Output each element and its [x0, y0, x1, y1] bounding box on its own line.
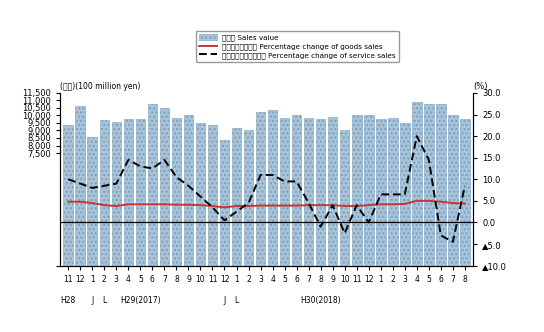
Bar	[147, 104, 157, 266]
Text: H30(2018): H30(2018)	[300, 296, 341, 305]
Legend: 販売額 Sales value, 商品販売額増減率 Percentage change of goods sales, サービス売上高増減率 Percentag: 販売額 Sales value, 商品販売額増減率 Percentage cha…	[196, 31, 399, 62]
Bar	[304, 119, 313, 266]
Bar	[256, 112, 265, 266]
Bar	[88, 137, 97, 266]
Bar	[100, 120, 109, 266]
Bar	[436, 104, 446, 266]
Bar	[135, 119, 145, 266]
Bar	[112, 122, 121, 266]
Bar	[412, 102, 422, 266]
Bar	[184, 116, 193, 266]
Bar	[328, 117, 337, 266]
Bar	[123, 119, 133, 266]
Bar	[448, 116, 458, 266]
Bar	[159, 108, 169, 266]
Bar	[340, 130, 349, 266]
Bar	[364, 116, 374, 266]
Bar	[280, 119, 289, 266]
Bar	[424, 104, 434, 266]
Text: L: L	[234, 296, 239, 305]
Bar	[292, 116, 301, 266]
Bar	[400, 123, 410, 266]
Text: H29(2017): H29(2017)	[120, 296, 160, 305]
Bar	[171, 119, 181, 266]
Bar	[196, 123, 205, 266]
Text: H28: H28	[60, 296, 76, 305]
Bar	[268, 110, 277, 266]
Bar	[76, 107, 85, 266]
Text: L: L	[102, 296, 107, 305]
Bar	[208, 125, 217, 266]
Text: J: J	[224, 296, 226, 305]
Bar	[352, 116, 362, 266]
Bar	[388, 119, 398, 266]
Bar	[64, 125, 73, 266]
Bar	[220, 140, 230, 266]
Bar	[376, 119, 386, 266]
Bar	[232, 128, 242, 266]
Text: (億円)(100 million yen): (億円)(100 million yen)	[60, 82, 140, 91]
Bar	[460, 119, 469, 266]
Text: J: J	[91, 296, 94, 305]
Text: (%): (%)	[473, 82, 488, 91]
Bar	[316, 119, 325, 266]
Bar	[244, 130, 254, 266]
